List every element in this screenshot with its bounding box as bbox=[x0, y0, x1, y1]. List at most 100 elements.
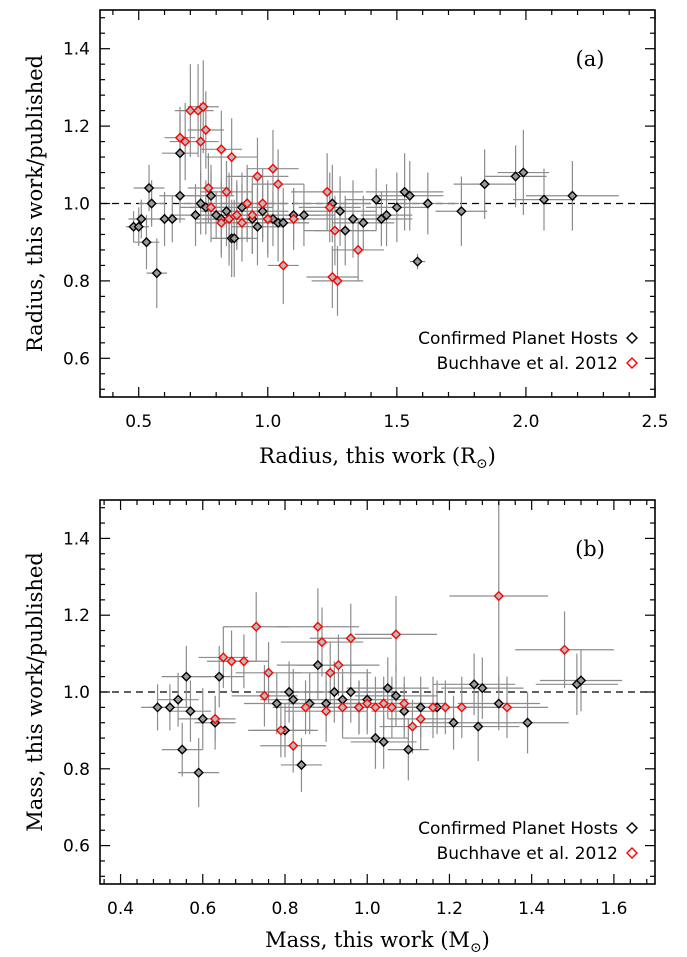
point-confirmed-host bbox=[422, 198, 434, 209]
panel-mass-ratio: 0.4 0.6 0.8 1.0 1.2 1.4 1.6 0.6 0.8 1.0 1.2 1.4 (b) C… bbox=[23, 499, 656, 956]
point-buchhave-2012 bbox=[259, 690, 270, 702]
point-confirmed-host bbox=[167, 213, 178, 225]
x-axis-title: Radius, this work (R⊙) bbox=[259, 444, 496, 472]
point-confirmed-host bbox=[151, 267, 162, 279]
point-confirmed-host bbox=[197, 713, 208, 725]
x-tick-label: 1.4 bbox=[518, 899, 545, 919]
point-confirmed-host bbox=[177, 744, 188, 755]
point-buchhave-2012 bbox=[440, 702, 451, 713]
point-confirmed-host bbox=[412, 256, 423, 267]
point-confirmed-host bbox=[193, 767, 204, 778]
point-confirmed-host bbox=[298, 209, 310, 221]
point-confirmed-host bbox=[214, 671, 225, 682]
x-tick-label: 2.0 bbox=[512, 412, 539, 432]
legend-marker bbox=[626, 332, 638, 344]
point-buchhave-2012 bbox=[353, 702, 365, 713]
point-buchhave-2012 bbox=[238, 656, 250, 667]
point-buchhave-2012 bbox=[399, 698, 410, 709]
error-bars bbox=[125, 60, 619, 316]
point-buchhave-2012 bbox=[415, 713, 426, 725]
point-buchhave-2012 bbox=[325, 667, 336, 678]
y-tick-label: 1.0 bbox=[63, 195, 90, 215]
point-buchhave-2012 bbox=[312, 621, 324, 632]
point-confirmed-host bbox=[143, 182, 155, 194]
point-confirmed-host bbox=[370, 732, 381, 744]
point-confirmed-host bbox=[358, 217, 369, 229]
point-confirmed-host bbox=[473, 721, 484, 732]
point-confirmed-host bbox=[329, 686, 340, 698]
point-buchhave-2012 bbox=[272, 178, 284, 190]
x-axis-title: Mass, this work (M⊙) bbox=[265, 928, 490, 956]
y-tick-label: 1.0 bbox=[63, 683, 90, 703]
point-confirmed-host bbox=[567, 190, 578, 201]
point-confirmed-host bbox=[538, 194, 550, 205]
point-confirmed-host bbox=[477, 682, 488, 694]
point-confirmed-host bbox=[404, 190, 415, 201]
point-buchhave-2012 bbox=[185, 105, 196, 116]
point-confirmed-host bbox=[174, 148, 186, 159]
point-buchhave-2012 bbox=[275, 725, 287, 736]
point-buchhave-2012 bbox=[324, 202, 335, 213]
point-confirmed-host bbox=[371, 194, 382, 205]
point-confirmed-host bbox=[141, 237, 152, 248]
point-confirmed-host bbox=[518, 167, 529, 178]
x-tick-label: 1.0 bbox=[254, 412, 281, 432]
y-tick-label: 1.4 bbox=[63, 40, 90, 60]
point-confirmed-host bbox=[181, 671, 192, 682]
point-confirmed-host bbox=[340, 225, 351, 236]
x-tick-label: 0.8 bbox=[271, 899, 298, 919]
point-buchhave-2012 bbox=[501, 702, 513, 713]
point-confirmed-host bbox=[347, 213, 359, 225]
point-buchhave-2012 bbox=[200, 124, 212, 136]
x-tick-label: 1.6 bbox=[600, 899, 627, 919]
x-tick-label: 1.0 bbox=[354, 899, 381, 919]
point-buchhave-2012 bbox=[236, 217, 248, 229]
point-confirmed-host bbox=[159, 213, 170, 225]
point-confirmed-host bbox=[479, 178, 490, 190]
y-tick-label: 0.6 bbox=[63, 349, 90, 369]
point-buchhave-2012 bbox=[205, 202, 217, 213]
point-confirmed-host bbox=[381, 209, 392, 221]
y-tick-label: 0.8 bbox=[63, 272, 90, 292]
point-buchhave-2012 bbox=[257, 198, 268, 209]
point-confirmed-host bbox=[164, 702, 176, 713]
point-buchhave-2012 bbox=[226, 151, 237, 163]
point-confirmed-host bbox=[390, 690, 402, 702]
point-buchhave-2012 bbox=[247, 209, 258, 221]
point-buchhave-2012 bbox=[300, 702, 311, 713]
data-markers bbox=[152, 590, 587, 778]
y-axis-title: Mass, this work/published bbox=[23, 552, 47, 832]
point-confirmed-host bbox=[288, 694, 299, 705]
point-buchhave-2012 bbox=[263, 667, 274, 678]
point-confirmed-host bbox=[271, 698, 282, 709]
point-buchhave-2012 bbox=[333, 659, 344, 671]
point-buchhave-2012 bbox=[262, 213, 273, 225]
point-buchhave-2012 bbox=[362, 698, 373, 709]
point-confirmed-host bbox=[378, 736, 389, 748]
point-buchhave-2012 bbox=[226, 656, 237, 667]
point-confirmed-host bbox=[133, 221, 144, 232]
point-confirmed-host bbox=[136, 213, 147, 225]
point-buchhave-2012 bbox=[218, 652, 229, 663]
point-confirmed-host bbox=[185, 706, 196, 717]
point-buchhave-2012 bbox=[209, 713, 221, 725]
legend-label: Confirmed Planet Hosts bbox=[418, 819, 618, 839]
point-buchhave-2012 bbox=[370, 702, 381, 713]
legend-label: Buchhave et al. 2012 bbox=[437, 354, 618, 374]
x-tick-label: 1.5 bbox=[383, 412, 410, 432]
point-confirmed-host bbox=[456, 206, 467, 217]
point-buchhave-2012 bbox=[223, 213, 235, 225]
point-buchhave-2012 bbox=[288, 213, 299, 225]
point-confirmed-host bbox=[522, 717, 533, 728]
point-buchhave-2012 bbox=[231, 209, 243, 221]
legend-label: Confirmed Planet Hosts bbox=[418, 329, 618, 349]
point-buchhave-2012 bbox=[493, 590, 504, 602]
point-confirmed-host bbox=[399, 706, 410, 717]
point-confirmed-host bbox=[382, 682, 393, 694]
point-buchhave-2012 bbox=[407, 721, 418, 732]
legend-marker bbox=[626, 357, 638, 369]
x-tick-label: 0.5 bbox=[125, 412, 152, 432]
point-buchhave-2012 bbox=[332, 275, 343, 287]
point-buchhave-2012 bbox=[456, 702, 467, 713]
point-buchhave-2012 bbox=[329, 225, 341, 236]
